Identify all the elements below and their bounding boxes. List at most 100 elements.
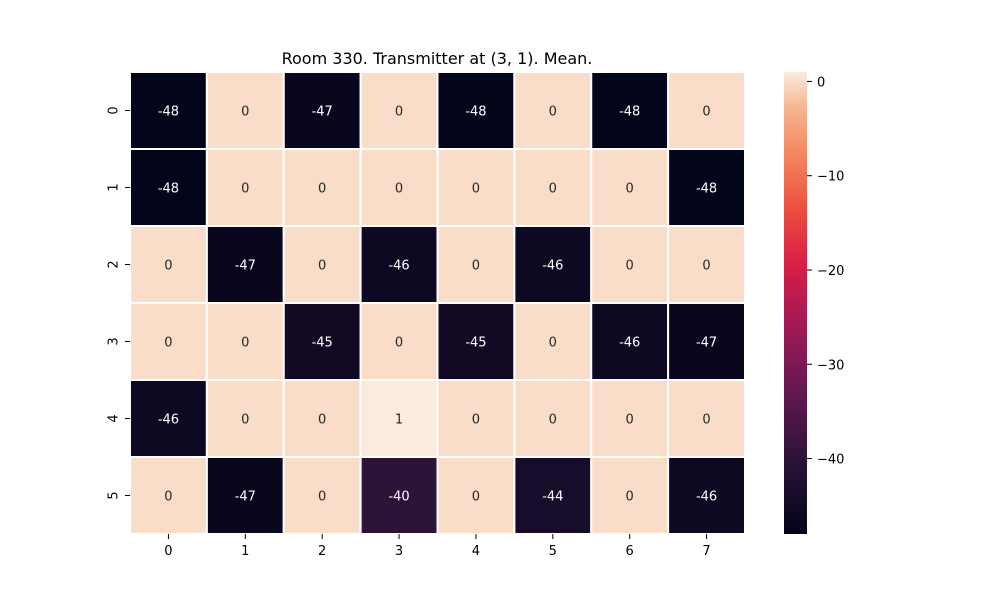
colorbar-gradient: [784, 72, 807, 534]
cell-annotation: -48: [158, 105, 179, 120]
cell-annotation: -46: [619, 336, 640, 351]
cell-annotation: -48: [465, 105, 486, 120]
x-tick-label: 3: [395, 544, 403, 559]
heatmap-cell: [436, 225, 516, 304]
cell-annotation: 0: [549, 182, 557, 197]
y-axis: 0 1 2 3 4 5: [107, 106, 130, 500]
cell-annotation: 0: [318, 413, 326, 428]
cell-annotation: 0: [549, 413, 557, 428]
heatmap-cell: [513, 456, 593, 535]
cell-annotation: -45: [312, 336, 333, 351]
heatmap-cell: [282, 302, 362, 381]
heatmap-cell: [436, 456, 516, 535]
heatmap-cell: [667, 225, 746, 304]
cell-annotation: 0: [395, 336, 403, 351]
heatmap-cell: [513, 148, 593, 227]
cell-annotation: 0: [472, 413, 480, 428]
cell-annotation: 0: [626, 413, 634, 428]
cell-annotation: 0: [318, 259, 326, 274]
chart-title: Room 330. Transmitter at (3, 1). Mean.: [282, 49, 593, 68]
heatmap-cell: [282, 225, 362, 304]
heatmap-cell: [359, 225, 439, 304]
cell-annotation: -46: [696, 490, 717, 505]
cell-annotation: -48: [158, 182, 179, 197]
cell-annotation: -46: [388, 259, 409, 274]
cell-annotation: -47: [235, 490, 256, 505]
cell-annotation: 0: [549, 336, 557, 351]
cell-annotation: 0: [164, 336, 172, 351]
heatmap-cell: [667, 456, 746, 535]
heatmap-cell: [590, 225, 670, 304]
cell-annotation: 0: [702, 259, 710, 274]
cell-annotation: 1: [395, 413, 403, 428]
cell-annotation: 0: [241, 182, 249, 197]
x-tick-label: 0: [164, 544, 172, 559]
cell-annotation: -46: [542, 259, 563, 274]
heatmap-cell: [590, 302, 670, 381]
heatmap-cell: [205, 71, 285, 150]
cell-annotation: 0: [241, 336, 249, 351]
x-tick-label: 6: [626, 544, 634, 559]
cell-annotation: 0: [626, 490, 634, 505]
cell-annotation: 0: [318, 182, 326, 197]
colorbar: 0 −10 −20 −30 −40: [784, 72, 844, 534]
colorbar-tick-label: −30: [817, 358, 844, 373]
cell-annotation: 0: [164, 259, 172, 274]
cell-annotation: 0: [241, 105, 249, 120]
cell-annotation: 0: [626, 259, 634, 274]
y-tick-label: 4: [107, 414, 122, 422]
cell-annotation: -47: [696, 336, 717, 351]
cell-annotation: 0: [395, 182, 403, 197]
cell-annotation: 0: [549, 105, 557, 120]
heatmap-annotations: -48 0 -47 0 -48 0 -48 0 -48 0 0 0 0 0 0 -48 0 -47 0 -46 0 -46…: [158, 105, 717, 505]
cell-annotation: 0: [472, 259, 480, 274]
cell-annotation: 0: [472, 182, 480, 197]
x-tick-label: 1: [241, 544, 249, 559]
heatmap-cell: [513, 71, 593, 150]
cell-annotation: 0: [241, 413, 249, 428]
y-tick-label: 0: [107, 106, 122, 114]
y-tick-label: 1: [107, 183, 122, 191]
heatmap-cell: [667, 71, 746, 150]
cell-annotation: 0: [702, 105, 710, 120]
cell-annotation: -44: [542, 490, 563, 505]
colorbar-tick-label: −40: [817, 453, 844, 468]
x-tick-label: 5: [549, 544, 557, 559]
heatmap-cells: [129, 71, 746, 535]
x-tick-label: 7: [702, 544, 710, 559]
heatmap-cell: [667, 148, 746, 227]
heatmap-cell: [436, 379, 516, 458]
x-tick-label: 2: [318, 544, 326, 559]
x-axis: 0 1 2 3 4 5 6 7: [164, 534, 711, 559]
cell-annotation: 0: [318, 490, 326, 505]
cell-annotation: -47: [312, 105, 333, 120]
colorbar-tick-label: −20: [817, 264, 844, 279]
heatmap-cell: [667, 379, 746, 458]
heatmap-cell: [359, 302, 439, 381]
cell-annotation: -40: [388, 490, 409, 505]
heatmap-cell: [513, 225, 593, 304]
heatmap-cell: [359, 379, 439, 458]
heatmap-cell: [359, 148, 439, 227]
y-tick-label: 5: [107, 491, 122, 499]
heatmap-cell: [205, 225, 285, 304]
heatmap-cell: [205, 456, 285, 535]
cell-annotation: -48: [696, 182, 717, 197]
cell-annotation: -48: [619, 105, 640, 120]
cell-annotation: -45: [465, 336, 486, 351]
cell-annotation: 0: [702, 413, 710, 428]
cell-annotation: -46: [158, 413, 179, 428]
y-tick-label: 3: [107, 337, 122, 345]
heatmap-cell: [590, 456, 670, 535]
cell-annotation: 0: [626, 182, 634, 197]
heatmap-cell: [205, 148, 285, 227]
cell-annotation: 0: [472, 490, 480, 505]
colorbar-tick-label: −10: [817, 170, 844, 185]
y-tick-label: 2: [107, 260, 122, 268]
colorbar-tick-label: 0: [817, 75, 825, 90]
cell-annotation: -47: [235, 259, 256, 274]
x-tick-label: 4: [472, 544, 480, 559]
cell-annotation: 0: [395, 105, 403, 120]
heatmap-cell: [436, 302, 516, 381]
